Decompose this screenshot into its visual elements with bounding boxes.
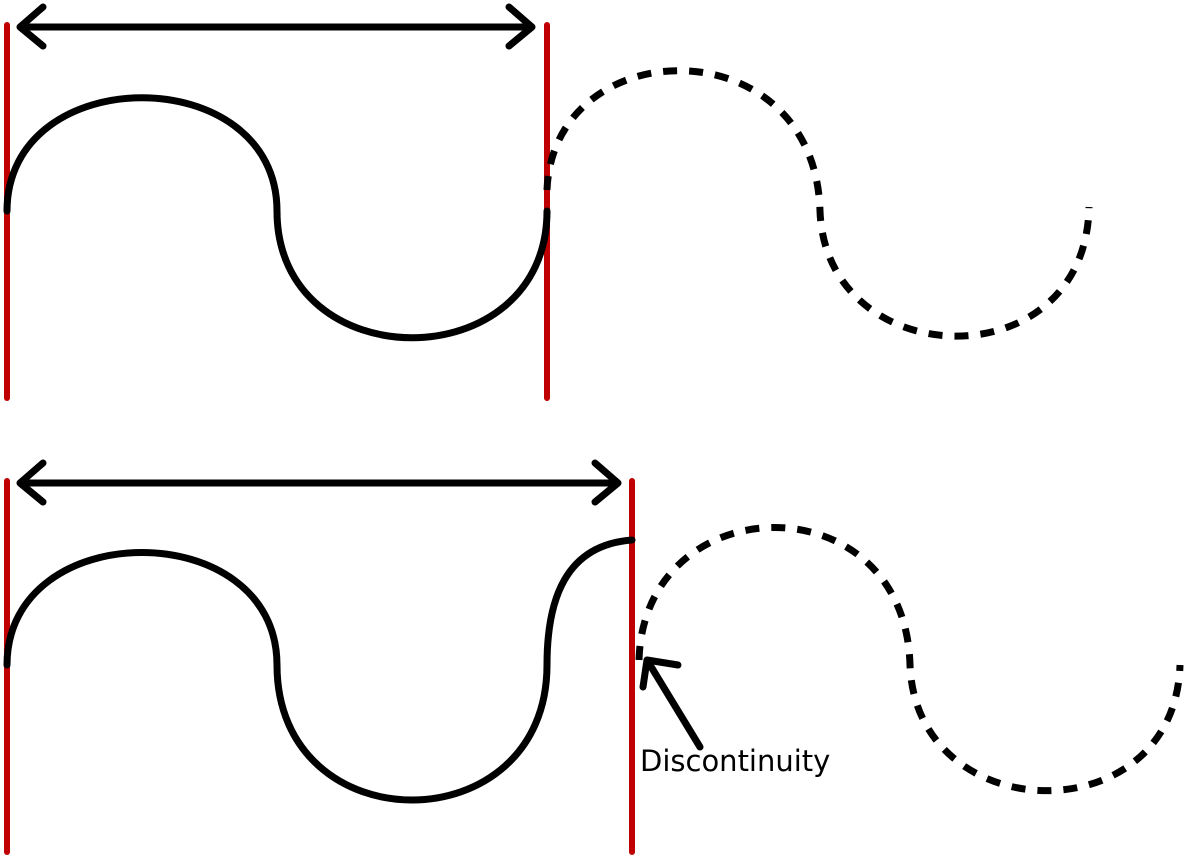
top-window-span-arrow: [16, 3, 536, 50]
bottom-window-span-arrow: [16, 459, 622, 506]
top-dashed-continuation: [543, 67, 1093, 340]
discontinuity-pointer-arrow: [639, 656, 704, 751]
discontinuity-label: Discontinuity: [640, 744, 830, 778]
top-panel: [3, 3, 1093, 401]
top-solid-waveform: [3, 94, 551, 342]
bottom-dashed-continuation: [635, 524, 1184, 794]
bottom-solid-waveform: [3, 536, 636, 804]
bottom-panel: Discontinuity: [3, 459, 1184, 855]
